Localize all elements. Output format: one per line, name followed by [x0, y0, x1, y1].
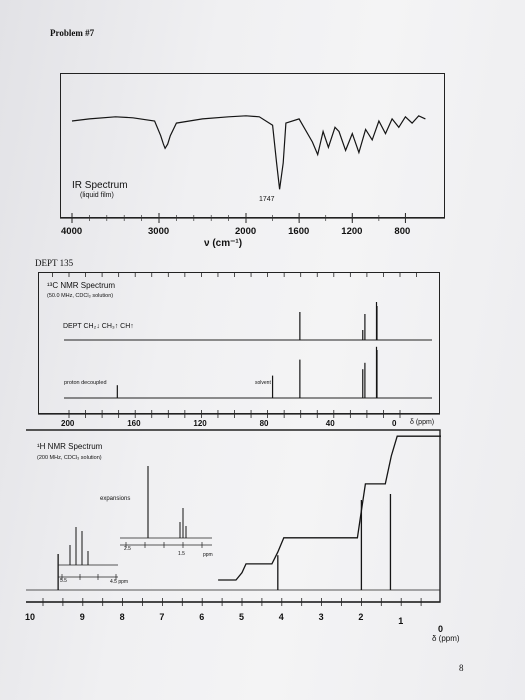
h1-tick-label: 7 [159, 612, 165, 622]
h1-marks [26, 435, 441, 606]
ir-peak-label: 1747 [259, 196, 275, 203]
c13-unit: δ (ppm) [410, 419, 435, 426]
c13-tick-label: 160 [127, 419, 141, 428]
h1-exp-left-tick-2: 4.5 ppm [110, 579, 129, 585]
h1-expansions-label: expansions [100, 496, 131, 502]
ir-tick-label: 1600 [288, 226, 310, 237]
c13-tick-label: 120 [193, 419, 207, 428]
c13-subtitle: (50.0 MHz, CDCl₃ solution) [47, 293, 114, 299]
ir-series-line [71, 115, 426, 190]
h1-tick-label: 3 [318, 612, 324, 622]
ir-tick-label: 1200 [341, 226, 363, 237]
h1-exp-right-tick-1: 2.5 [124, 546, 131, 552]
ir-tick-label: 3000 [148, 226, 170, 237]
c13-tick-label: 40 [325, 419, 335, 428]
ir-subtitle: (liquid film) [80, 192, 114, 199]
h1-tick-label: 1 [398, 616, 404, 626]
ir-tick-label: 800 [394, 226, 411, 237]
c13-tick-label: 0 [392, 419, 397, 428]
ir-xlabel: ν (cm⁻¹) [204, 238, 243, 249]
h1-tick-label: 10 [25, 612, 36, 622]
ir-tick-label: 2000 [235, 226, 257, 237]
h1-tick-label: 8 [119, 612, 125, 622]
h1-integration-curve [218, 435, 441, 581]
c13-tick-label: 80 [259, 419, 269, 428]
h1-exp-right-tick-2: 1.5 [178, 551, 185, 557]
h1-exp-left-tick-1: 5.5 [60, 578, 67, 584]
h1-exp-right-tick-3: ppm [203, 552, 213, 558]
page-number: 8 [459, 663, 464, 673]
c13-solvent-label: solvent [255, 380, 271, 386]
ir-tick-label: 4000 [61, 226, 83, 237]
h1-tick-label: 0 [438, 624, 444, 634]
c13-tick-label: 200 [61, 419, 75, 428]
h1-tick-label: 5 [239, 612, 245, 622]
c13-dept-label: DEPT CH₂↓ CH₃↑ CH↑ [63, 323, 134, 330]
c13-proton-label: proton decoupled [64, 380, 107, 386]
h1-tick-label: 2 [358, 612, 364, 622]
dept-heading: DEPT 135 [35, 258, 74, 268]
ir-title: IR Spectrum [72, 180, 128, 191]
h1-tick-label: 4 [278, 612, 284, 622]
h1-subtitle: (200 MHz, CDCl₃ solution) [37, 455, 102, 461]
h1-tick-label: 6 [199, 612, 205, 622]
h1-tick-label: 9 [79, 612, 85, 622]
h1-unit: δ (ppm) [432, 634, 460, 643]
h1-title: ¹H NMR Spectrum [37, 442, 103, 451]
c13-title: ¹³C NMR Spectrum [47, 281, 116, 290]
c13-marks [38, 272, 440, 418]
ir-axis [60, 213, 445, 223]
problem-title: Problem #7 [50, 28, 95, 38]
